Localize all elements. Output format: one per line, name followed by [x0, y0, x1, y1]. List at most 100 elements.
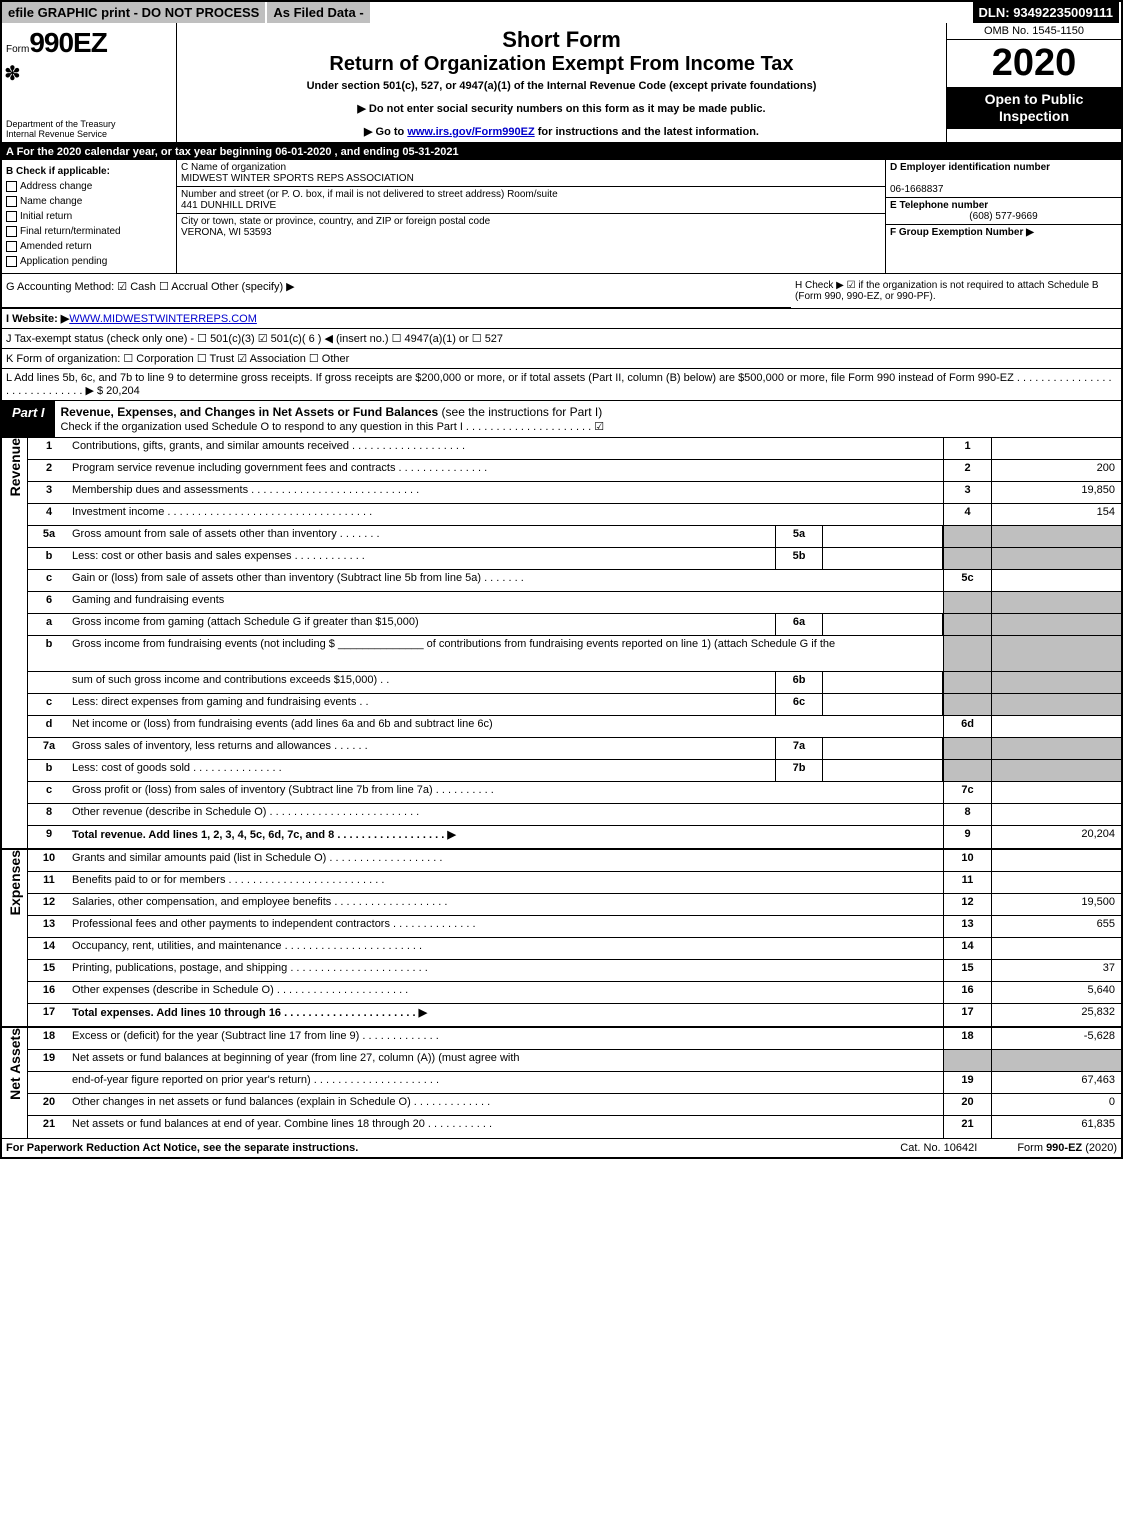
- right-line-box: 3: [943, 482, 991, 503]
- right-line-val: [991, 570, 1121, 591]
- line-number: 10: [28, 850, 70, 871]
- line-desc: Contributions, gifts, grants, and simila…: [70, 438, 943, 459]
- omb-number: OMB No. 1545-1150: [947, 23, 1121, 40]
- right-line-val: [991, 716, 1121, 737]
- line-desc: Net income or (loss) from fundraising ev…: [70, 716, 943, 737]
- line-number: 21: [28, 1116, 70, 1138]
- right-line-val: 37: [991, 960, 1121, 981]
- right-val-grey: [991, 548, 1121, 569]
- right-line-box: 1: [943, 438, 991, 459]
- f-label: F Group Exemption Number ▶: [890, 227, 1034, 238]
- form-line: 4Investment income . . . . . . . . . . .…: [28, 504, 1121, 526]
- part-1-check: Check if the organization used Schedule …: [61, 421, 605, 433]
- line-desc: Gross income from gaming (attach Schedul…: [70, 614, 775, 635]
- line-number: b: [28, 636, 70, 671]
- chk-address-change[interactable]: Address change: [6, 179, 172, 194]
- line-desc: Printing, publications, postage, and shi…: [70, 960, 943, 981]
- netassets-lines: 18Excess or (deficit) for the year (Subt…: [28, 1028, 1121, 1138]
- mid-line-val: [823, 526, 943, 547]
- right-line-val: 25,832: [991, 1004, 1121, 1026]
- chk-amended[interactable]: Amended return: [6, 239, 172, 254]
- top-bar: efile GRAPHIC print - DO NOT PROCESS As …: [2, 2, 1121, 23]
- form-line: 1Contributions, gifts, grants, and simil…: [28, 438, 1121, 460]
- form-line: 18Excess or (deficit) for the year (Subt…: [28, 1028, 1121, 1050]
- phone-block: E Telephone number (608) 577-9669: [886, 198, 1121, 225]
- line-desc: Gaming and fundraising events: [70, 592, 943, 613]
- line-number: [28, 1072, 70, 1093]
- form-line: cLess: direct expenses from gaming and f…: [28, 694, 1121, 716]
- right-box-grey: [943, 672, 991, 693]
- website-link[interactable]: WWW.MIDWESTWINTERREPS.COM: [69, 313, 257, 325]
- paperwork-notice: For Paperwork Reduction Act Notice, see …: [6, 1142, 860, 1154]
- section-b-f: B Check if applicable: Address change Na…: [2, 160, 1121, 274]
- dept-label: Department of the Treasury Internal Reve…: [6, 120, 116, 140]
- line-number: 3: [28, 482, 70, 503]
- chk-initial-return[interactable]: Initial return: [6, 209, 172, 224]
- expenses-side-label: Expenses: [2, 850, 28, 1026]
- line-desc: Net assets or fund balances at beginning…: [70, 1050, 943, 1071]
- line-desc: Gross amount from sale of assets other t…: [70, 526, 775, 547]
- line-number: d: [28, 716, 70, 737]
- line-desc: Other changes in net assets or fund bala…: [70, 1094, 943, 1115]
- right-line-box: 5c: [943, 570, 991, 591]
- right-val-grey: [991, 526, 1121, 547]
- mid-line-val: [823, 548, 943, 569]
- line-number: 1: [28, 438, 70, 459]
- form-line: 11Benefits paid to or for members . . . …: [28, 872, 1121, 894]
- mid-line-box: 6c: [775, 694, 823, 715]
- right-val-grey: [991, 614, 1121, 635]
- form-line: 9Total revenue. Add lines 1, 2, 3, 4, 5c…: [28, 826, 1121, 848]
- efile-notice: efile GRAPHIC print - DO NOT PROCESS: [2, 2, 267, 23]
- form-line: bLess: cost or other basis and sales exp…: [28, 548, 1121, 570]
- header-left: Form990EZ ✽ Department of the Treasury I…: [2, 23, 177, 142]
- mid-line-box: 7a: [775, 738, 823, 759]
- right-line-val: 67,463: [991, 1072, 1121, 1093]
- line-desc: Gross income from fundraising events (no…: [70, 636, 943, 671]
- form-line: 7aGross sales of inventory, less returns…: [28, 738, 1121, 760]
- mid-line-val: [823, 760, 943, 781]
- right-val-grey: [991, 1050, 1121, 1071]
- goto-post: for instructions and the latest informat…: [535, 126, 759, 138]
- chk-application-pending[interactable]: Application pending: [6, 254, 172, 269]
- right-line-box: 7c: [943, 782, 991, 803]
- form-line: 2Program service revenue including gover…: [28, 460, 1121, 482]
- schedule-b-check: H Check ▶ ☑ if the organization is not r…: [791, 274, 1121, 308]
- form-prefix: Form: [6, 44, 29, 55]
- form-line: 15Printing, publications, postage, and s…: [28, 960, 1121, 982]
- right-line-box: 12: [943, 894, 991, 915]
- mid-line-box: 5b: [775, 548, 823, 569]
- part-1-title: Revenue, Expenses, and Changes in Net As…: [55, 401, 1121, 437]
- irs-link[interactable]: www.irs.gov/Form990EZ: [407, 126, 534, 138]
- line-number: 4: [28, 504, 70, 525]
- form-line: 8Other revenue (describe in Schedule O) …: [28, 804, 1121, 826]
- right-line-val: 154: [991, 504, 1121, 525]
- e-label: E Telephone number: [890, 200, 988, 211]
- ein-val: 06-1668837: [890, 184, 943, 195]
- chk-name-change[interactable]: Name change: [6, 194, 172, 209]
- form-line: 16Other expenses (describe in Schedule O…: [28, 982, 1121, 1004]
- line-desc: Other revenue (describe in Schedule O) .…: [70, 804, 943, 825]
- right-line-val: -5,628: [991, 1028, 1121, 1049]
- chk-final-return[interactable]: Final return/terminated: [6, 224, 172, 239]
- line-desc: Less: cost or other basis and sales expe…: [70, 548, 775, 569]
- line-number: c: [28, 782, 70, 803]
- right-box-grey: [943, 614, 991, 635]
- part-1-bar: Part I Revenue, Expenses, and Changes in…: [2, 401, 1121, 438]
- right-line-box: 17: [943, 1004, 991, 1026]
- right-val-grey: [991, 636, 1121, 671]
- line-j-tax-exempt: J Tax-exempt status (check only one) - ☐…: [2, 329, 1121, 349]
- right-line-val: 19,850: [991, 482, 1121, 503]
- col-b-checkboxes: B Check if applicable: Address change Na…: [2, 160, 177, 273]
- form-line: 14Occupancy, rent, utilities, and mainte…: [28, 938, 1121, 960]
- revenue-side-label: Revenue: [2, 438, 28, 848]
- right-line-val: 0: [991, 1094, 1121, 1115]
- mid-line-box: 7b: [775, 760, 823, 781]
- form-line: 19Net assets or fund balances at beginni…: [28, 1050, 1121, 1072]
- line-desc: Total expenses. Add lines 10 through 16 …: [70, 1004, 943, 1026]
- right-line-box: 15: [943, 960, 991, 981]
- form-number: 990EZ: [29, 27, 107, 58]
- line-number: 18: [28, 1028, 70, 1049]
- right-line-val: [991, 850, 1121, 871]
- right-line-val: [991, 782, 1121, 803]
- mid-line-box: 5a: [775, 526, 823, 547]
